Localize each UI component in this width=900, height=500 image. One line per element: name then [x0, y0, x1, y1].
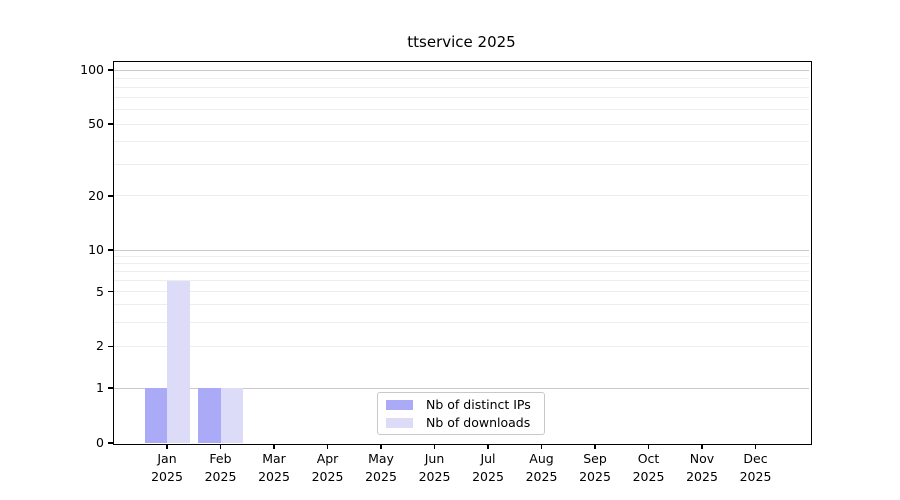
legend-swatch-distinct-ips-icon: [386, 399, 413, 410]
y-tick-label: 100: [80, 62, 104, 77]
year-label: 2025: [418, 468, 451, 484]
legend: Nb of distinct IPs Nb of downloads: [377, 392, 545, 435]
x-tick-label: Feb 2025: [193, 450, 249, 485]
month-label: Apr: [316, 451, 339, 466]
y-tick-label: 20: [88, 187, 104, 203]
x-tick-label: Jun 2025: [407, 450, 463, 485]
year-label: 2025: [686, 468, 718, 484]
minor-gridline: [114, 255, 809, 257]
year-label: 2025: [151, 468, 183, 484]
minor-gridline: [114, 304, 809, 306]
bar-distinct-ips: [144, 388, 167, 443]
x-tick-label: Mar 2025: [246, 450, 302, 485]
year-label: 2025: [632, 468, 665, 484]
bar-distinct-ips: [198, 388, 221, 443]
x-tick-label: Oct 2025: [621, 450, 677, 485]
legend-item-downloads: Nb of downloads: [386, 414, 544, 430]
legend-swatch-downloads-icon: [386, 417, 413, 428]
minor-gridline: [114, 163, 809, 165]
y-tick-mark: [108, 345, 114, 348]
month-label: Jul: [480, 451, 496, 466]
year-label: 2025: [739, 468, 772, 484]
year-label: 2025: [472, 468, 504, 484]
y-tick-mark: [108, 442, 114, 444]
x-tick-label: Dec 2025: [728, 450, 784, 485]
month-label: Oct: [637, 451, 660, 466]
minor-gridline: [114, 280, 809, 282]
legend-label-distinct-ips: Nb of distinct IPs: [426, 396, 531, 412]
x-tick-mark: [647, 444, 650, 449]
x-tick-mark: [594, 444, 596, 449]
y-tick-mark: [108, 387, 114, 389]
legend-label-downloads: Nb of downloads: [426, 414, 531, 430]
minor-gridline: [114, 345, 809, 347]
x-tick-mark: [219, 444, 222, 449]
x-tick-mark: [380, 444, 382, 449]
year-label: 2025: [365, 468, 397, 484]
legend-item-distinct-ips: Nb of distinct IPs: [386, 396, 544, 412]
bar-downloads: [220, 388, 243, 443]
x-tick-label: Aug 2025: [514, 450, 570, 485]
minor-gridline: [114, 109, 809, 111]
month-label: Sep: [583, 451, 607, 466]
minor-gridline: [114, 291, 809, 293]
y-tick-label: 5: [96, 283, 104, 299]
x-tick-label: Nov 2025: [674, 450, 730, 485]
y-tick-label: 1: [96, 380, 104, 395]
year-label: 2025: [258, 468, 290, 484]
month-label: Nov: [689, 451, 715, 466]
chart-title: ttservice 2025: [407, 33, 516, 51]
year-label: 2025: [204, 468, 237, 484]
major-gridline: [114, 69, 809, 71]
y-tick-label: 50: [88, 116, 104, 132]
x-tick-label: Sep 2025: [567, 450, 623, 485]
month-label: Jun: [424, 451, 445, 466]
minor-gridline: [114, 195, 809, 197]
plot-area: [112, 60, 812, 445]
x-tick-mark: [754, 444, 757, 449]
major-gridline: [114, 387, 809, 389]
minor-gridline: [114, 123, 809, 125]
x-tick-mark: [701, 444, 703, 449]
month-label: Dec: [743, 451, 768, 466]
y-tick-label: 10: [88, 242, 104, 257]
bar-downloads: [167, 280, 190, 443]
x-tick-label: Jan 2025: [139, 450, 195, 485]
x-tick-mark: [273, 444, 275, 449]
year-label: 2025: [311, 468, 344, 484]
y-tick-label: 0: [96, 435, 104, 450]
x-tick-mark: [540, 444, 543, 449]
year-label: 2025: [579, 468, 611, 484]
x-tick-mark: [326, 444, 329, 449]
y-tick-mark: [108, 69, 114, 71]
major-gridline: [114, 249, 809, 251]
y-tick-mark: [108, 290, 114, 293]
x-tick-label: May 2025: [353, 450, 409, 485]
x-tick-mark: [433, 444, 436, 449]
month-label: Mar: [262, 451, 286, 466]
y-tick-mark: [108, 123, 114, 125]
y-tick-mark: [108, 249, 114, 251]
month-label: Aug: [529, 451, 554, 466]
year-label: 2025: [525, 468, 558, 484]
minor-gridline: [114, 97, 809, 99]
month-label: Jan: [157, 451, 177, 466]
month-label: Feb: [209, 451, 232, 466]
minor-gridline: [114, 321, 809, 323]
minor-gridline: [114, 270, 809, 272]
minor-gridline: [114, 86, 809, 88]
y-tick-label: 2: [96, 338, 104, 354]
minor-gridline: [114, 77, 809, 79]
x-tick-label: Apr 2025: [300, 450, 356, 485]
month-label: May: [368, 451, 394, 466]
y-tick-mark: [108, 195, 114, 197]
minor-gridline: [114, 141, 809, 143]
minor-gridline: [114, 262, 809, 264]
x-tick-mark: [166, 444, 168, 449]
x-tick-label: Jul 2025: [460, 450, 516, 485]
x-tick-mark: [487, 444, 489, 449]
